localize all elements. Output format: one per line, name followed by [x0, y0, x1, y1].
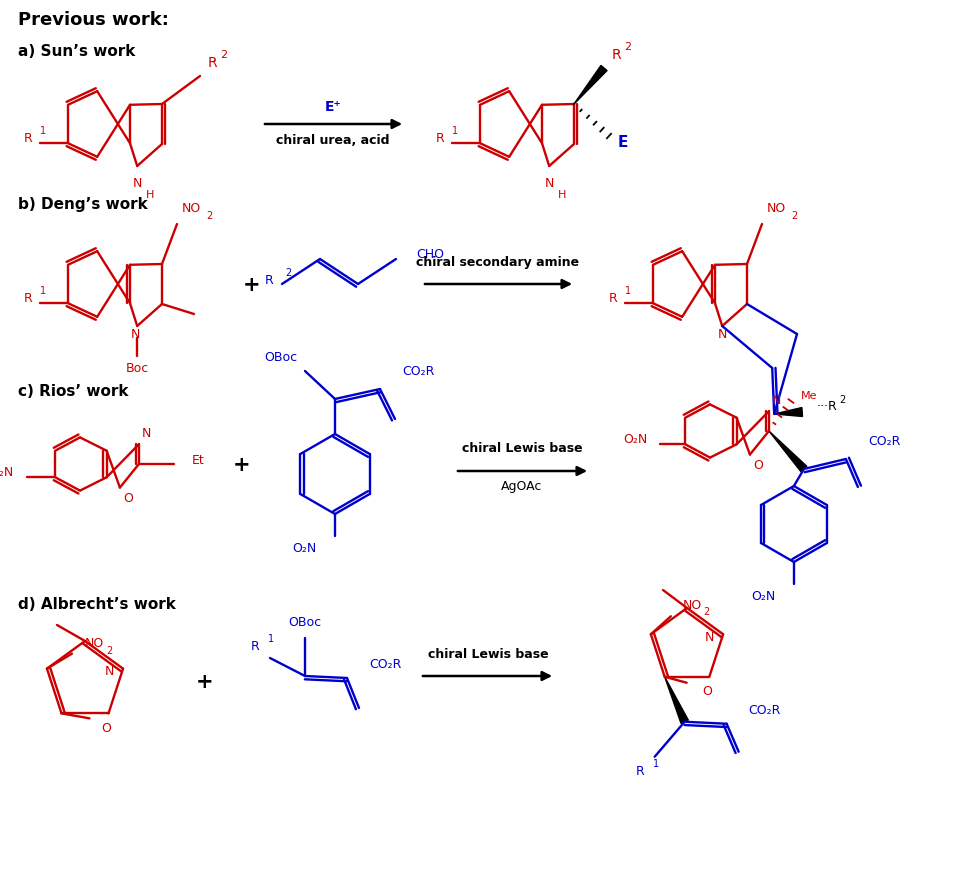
- Text: CO₂R: CO₂R: [748, 703, 780, 717]
- Text: O₂N: O₂N: [0, 465, 14, 478]
- Polygon shape: [664, 677, 688, 724]
- Text: R: R: [636, 765, 644, 777]
- Text: CO₂R: CO₂R: [402, 365, 434, 378]
- Text: R: R: [265, 273, 274, 286]
- Text: O₂N: O₂N: [292, 542, 317, 555]
- Text: R: R: [207, 56, 216, 70]
- Text: NO: NO: [182, 202, 201, 215]
- Text: E: E: [617, 136, 628, 151]
- Text: 1: 1: [452, 126, 458, 136]
- Text: N: N: [704, 630, 713, 643]
- Text: O: O: [102, 721, 111, 734]
- Text: N: N: [772, 393, 780, 407]
- Text: OBoc: OBoc: [264, 351, 296, 364]
- Text: CO₂R: CO₂R: [867, 435, 900, 448]
- Text: Previous work:: Previous work:: [18, 11, 168, 29]
- Text: O: O: [701, 685, 712, 697]
- Text: 1: 1: [40, 286, 46, 296]
- Polygon shape: [573, 66, 606, 105]
- Text: H: H: [557, 190, 566, 199]
- Text: 2: 2: [285, 268, 290, 277]
- Text: chiral Lewis base: chiral Lewis base: [427, 648, 548, 661]
- Text: R: R: [436, 131, 445, 144]
- Text: 2: 2: [205, 211, 212, 221]
- Text: N: N: [130, 328, 140, 341]
- Text: +: +: [243, 275, 260, 295]
- Text: 2: 2: [703, 607, 709, 617]
- Text: 1: 1: [652, 758, 658, 768]
- Text: R: R: [251, 640, 260, 653]
- Polygon shape: [768, 431, 806, 472]
- Text: b) Deng’s work: b) Deng’s work: [18, 198, 148, 213]
- Text: AgOAc: AgOAc: [501, 480, 542, 493]
- Text: NO: NO: [766, 202, 785, 215]
- Text: OBoc: OBoc: [289, 616, 321, 629]
- Text: chiral Lewis base: chiral Lewis base: [462, 442, 582, 455]
- Text: +: +: [233, 455, 250, 475]
- Text: R: R: [608, 291, 617, 305]
- Text: +: +: [196, 672, 213, 691]
- Text: N: N: [142, 426, 152, 439]
- Polygon shape: [774, 408, 802, 417]
- Text: 1: 1: [624, 286, 631, 296]
- Text: O: O: [123, 492, 133, 504]
- Text: E⁺: E⁺: [325, 100, 341, 114]
- Text: N: N: [717, 328, 726, 341]
- Text: chiral secondary amine: chiral secondary amine: [416, 256, 579, 269]
- Text: R: R: [610, 48, 620, 62]
- Text: 2: 2: [624, 42, 631, 52]
- Text: Et: Et: [192, 454, 204, 467]
- Text: NO: NO: [683, 598, 701, 611]
- Text: 2: 2: [220, 50, 227, 60]
- Text: NO: NO: [85, 636, 104, 649]
- Text: 2: 2: [790, 211, 796, 221]
- Text: chiral urea, acid: chiral urea, acid: [276, 135, 389, 147]
- Text: ···R: ···R: [816, 400, 836, 413]
- Text: R: R: [24, 131, 33, 144]
- Text: 2: 2: [106, 645, 111, 655]
- Text: 1: 1: [40, 126, 46, 136]
- Text: CHO: CHO: [416, 248, 444, 261]
- Text: c) Rios’ work: c) Rios’ work: [18, 384, 128, 399]
- Text: O: O: [752, 459, 762, 471]
- Text: N: N: [544, 177, 554, 190]
- Text: H: H: [146, 190, 155, 199]
- Text: 2: 2: [838, 394, 845, 405]
- Text: N: N: [132, 177, 142, 190]
- Text: N: N: [105, 664, 113, 678]
- Text: d) Albrecht’s work: d) Albrecht’s work: [18, 597, 176, 612]
- Text: 1: 1: [268, 633, 274, 643]
- Text: R: R: [24, 291, 33, 305]
- Text: O₂N: O₂N: [751, 590, 776, 602]
- Text: a) Sun’s work: a) Sun’s work: [18, 44, 135, 59]
- Text: Boc: Boc: [125, 362, 149, 375]
- Text: O₂N: O₂N: [622, 432, 646, 446]
- Text: CO₂R: CO₂R: [369, 657, 401, 671]
- Text: Me: Me: [800, 391, 817, 400]
